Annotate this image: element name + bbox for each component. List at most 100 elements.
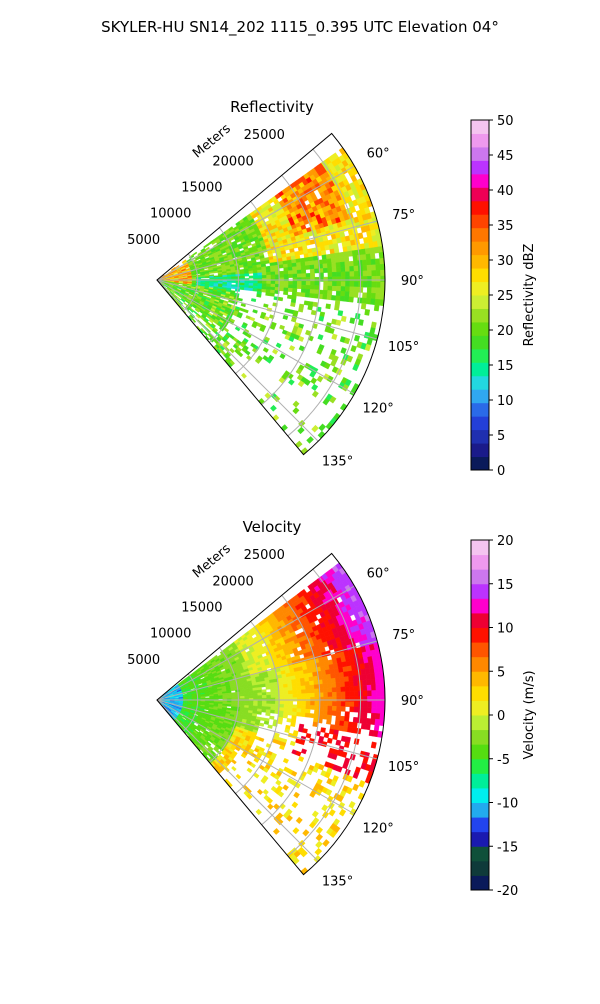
azimuth-tick-label: 90° — [401, 274, 424, 289]
echo-cell — [372, 282, 377, 288]
echo-cell — [339, 809, 346, 816]
echo-cell — [271, 278, 275, 281]
echo-cell — [292, 687, 297, 691]
echo-cell — [292, 802, 298, 808]
echo-cell — [288, 271, 293, 275]
echo-cell — [327, 263, 332, 268]
echo-cell — [270, 293, 275, 297]
echo-cell — [337, 272, 342, 277]
colorbar-tick-label: 15 — [497, 578, 514, 593]
echo-cell — [278, 720, 283, 724]
echo-cell — [337, 697, 341, 702]
echo-cell — [341, 706, 346, 711]
echo-cell — [310, 265, 315, 269]
colorbar-tick-label: -20 — [497, 884, 518, 899]
echo-cell — [240, 694, 245, 697]
echo-cell — [322, 679, 327, 684]
echo-cell — [296, 679, 301, 683]
echo-cell — [331, 295, 336, 300]
echo-cell — [317, 376, 323, 383]
colorbar-swatch — [471, 228, 489, 242]
colorbar-swatch — [471, 403, 489, 417]
echo-cell — [371, 679, 376, 685]
echo-cell — [350, 277, 354, 282]
echo-cell — [344, 257, 349, 262]
echo-cell — [301, 293, 306, 297]
echo-cell — [340, 716, 345, 721]
echo-cell — [305, 681, 310, 685]
echo-cell — [253, 701, 257, 704]
echo-cell — [287, 295, 292, 299]
echo-cell — [298, 756, 304, 762]
colorbar-swatch — [471, 389, 489, 403]
colorbar-swatch — [471, 788, 489, 803]
echo-cell — [297, 698, 301, 702]
echo-cell — [266, 284, 271, 287]
echo-cell — [280, 275, 284, 278]
echo-cell — [353, 681, 358, 687]
echo-cell — [271, 698, 275, 701]
echo-cell — [301, 285, 306, 289]
echo-cell — [336, 286, 341, 291]
echo-cell — [311, 310, 316, 315]
echo-cell — [267, 281, 272, 284]
echo-cell — [273, 415, 279, 422]
echo-cell — [349, 676, 354, 682]
echo-cell — [381, 282, 386, 288]
echo-cell — [266, 292, 271, 296]
colorbar-swatch — [471, 832, 489, 847]
echo-cell — [322, 255, 327, 260]
echo-cell — [372, 702, 377, 708]
echo-cell — [293, 698, 297, 702]
echo-cell — [305, 293, 310, 297]
echo-cell — [315, 706, 320, 710]
echo-cell — [376, 690, 381, 696]
echo-cell — [367, 696, 371, 702]
echo-cell — [314, 685, 319, 690]
echo-cell — [298, 308, 303, 313]
figure-suptitle: SKYLER-HU SN14_202 1115_0.395 UTC Elevat… — [101, 18, 499, 37]
echo-cell — [345, 282, 350, 287]
echo-cell — [258, 693, 263, 696]
echo-cell — [336, 716, 341, 721]
echo-cell — [341, 286, 346, 291]
echo-cell — [371, 299, 376, 305]
colorbar-swatch — [471, 569, 489, 584]
colorbar-swatch — [471, 349, 489, 363]
echo-cell — [331, 258, 336, 263]
echo-cell — [344, 742, 349, 748]
echo-cell — [341, 291, 346, 296]
reflectivity-panel: Reflectivity500010000150002000025000Mete… — [127, 98, 537, 479]
echo-cell — [328, 286, 333, 291]
colorbar-swatch — [471, 686, 489, 701]
echo-cell — [354, 702, 359, 707]
echo-cell — [306, 273, 311, 277]
echo-cell — [278, 297, 283, 301]
echo-cell — [232, 281, 236, 283]
echo-cell — [337, 692, 342, 697]
echo-cell — [284, 687, 289, 691]
echo-cell — [324, 697, 328, 702]
colorbar-swatch — [471, 875, 489, 890]
echo-cell — [297, 278, 301, 282]
colorbar-swatch — [471, 443, 489, 457]
echo-cell — [302, 274, 307, 278]
echo-cell — [336, 706, 341, 711]
echo-cell — [258, 284, 263, 287]
echo-cell — [284, 281, 288, 285]
echo-cell — [367, 265, 372, 271]
echo-cell — [327, 710, 332, 715]
echo-cell — [372, 696, 376, 702]
echo-cell — [245, 283, 250, 286]
echo-cell — [285, 729, 290, 733]
echo-cell — [323, 706, 328, 711]
echo-cell — [306, 277, 310, 281]
echo-cell — [266, 704, 271, 707]
echo-cell — [250, 317, 255, 321]
echo-cell — [371, 742, 377, 749]
echo-cell — [302, 697, 306, 701]
echo-cell — [297, 701, 302, 705]
echo-cell — [288, 379, 294, 385]
